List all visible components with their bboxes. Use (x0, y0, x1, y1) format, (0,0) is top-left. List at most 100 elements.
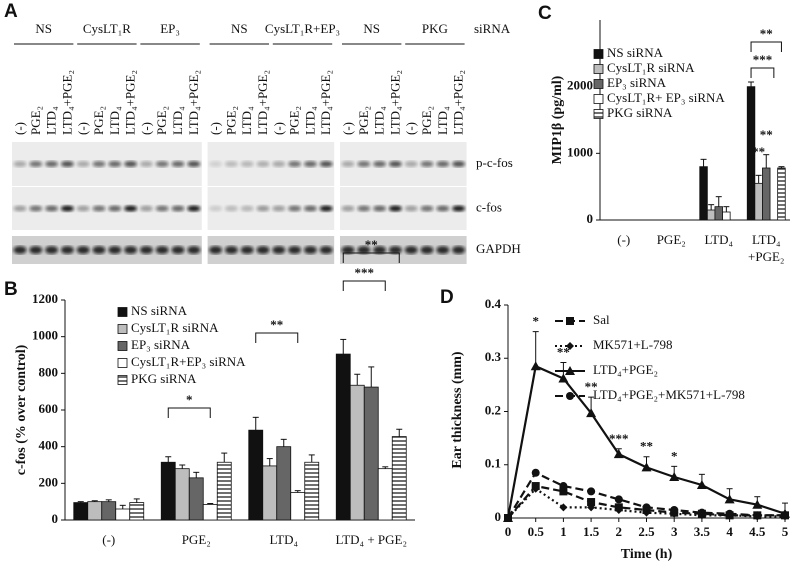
lane-label: (-) (138, 122, 153, 135)
legend-swatch (593, 49, 604, 59)
band (60, 205, 74, 212)
bar (202, 504, 218, 521)
lane-label: PGE₂ (154, 106, 169, 135)
band (272, 246, 286, 254)
lane-label: (-) (75, 122, 90, 135)
y-tick-label: 1000 (567, 144, 593, 159)
x-axis-label: Time (h) (621, 547, 673, 562)
error-bar (280, 438, 287, 447)
band (45, 205, 59, 212)
legend-label: PKG siRNA (607, 105, 673, 120)
legend-label: CysLT₁R+EP₃ siRNA (131, 354, 246, 369)
significance-label: *** (609, 431, 629, 446)
band (13, 161, 27, 167)
band (319, 161, 333, 167)
legend-label: EP₃ siRNA (607, 75, 667, 90)
band (357, 161, 371, 167)
band (124, 246, 138, 254)
y-tick-label: 1000 (32, 328, 58, 343)
legend-label: MK571+L-798 (593, 337, 673, 352)
band (13, 205, 27, 212)
bar (87, 501, 103, 521)
band (240, 161, 254, 167)
band (76, 205, 90, 212)
band (155, 161, 169, 167)
band (256, 205, 270, 212)
lane-label: LTD₄+PGE₂ (186, 70, 201, 135)
error-bar (708, 204, 715, 210)
x-tick-label: PGE₂ (657, 232, 686, 247)
row-label: c-fos (476, 199, 502, 214)
error-bar (308, 454, 315, 463)
legend-label: PKG siRNA (131, 371, 197, 386)
band (452, 161, 466, 167)
bar (276, 446, 292, 521)
band (288, 161, 302, 167)
y-tick-label: 0.4 (485, 296, 502, 311)
band (187, 246, 201, 254)
band (124, 205, 138, 212)
lane-label: LTD₄+PGE₂ (451, 70, 466, 135)
bar (174, 468, 190, 521)
x-tick-label: 0.5 (528, 524, 545, 539)
x-tick-label: 1 (560, 524, 567, 539)
y-axis-label: c-fos (% over control) (14, 344, 29, 475)
legend-label: Sal (593, 312, 610, 327)
bar (101, 501, 117, 521)
legend-swatch (117, 341, 128, 351)
marker (587, 498, 596, 507)
marker (558, 373, 569, 383)
marker (559, 487, 568, 496)
y-tick-label: 400 (39, 438, 59, 453)
group-label: PKG (422, 21, 448, 36)
band (92, 161, 106, 167)
error-bar (77, 501, 84, 503)
row-label: p-c-fos (476, 155, 513, 170)
group-label: CysLT₁R (83, 21, 131, 36)
legend-label: CysLT₁R+ EP₃ siRNA (607, 90, 725, 105)
band (404, 205, 418, 212)
band (76, 246, 90, 254)
bar (349, 384, 365, 521)
band (171, 205, 185, 212)
bar (248, 429, 264, 521)
marker (724, 494, 735, 504)
band (29, 246, 43, 254)
band (13, 246, 27, 254)
group-suffix: siRNA (474, 21, 511, 36)
lane-label: LTD₄+PGE₂ (318, 70, 333, 135)
bar (706, 209, 716, 221)
band (319, 246, 333, 254)
lane-label: PGE₂ (356, 106, 371, 135)
band (256, 246, 270, 254)
y-tick-label: 1200 (32, 291, 58, 306)
band (303, 161, 317, 167)
marker (669, 471, 680, 481)
x-tick-label: LTD₄ (704, 232, 733, 247)
band (29, 161, 43, 167)
panel-label: B (4, 279, 18, 300)
error-bar (193, 471, 200, 478)
band (240, 205, 254, 212)
lane-label: PGE₂ (28, 106, 43, 135)
x-tick-label: 4.5 (749, 524, 766, 539)
x-tick-label: 0 (505, 524, 512, 539)
significance-bracket (750, 41, 782, 52)
marker (587, 503, 596, 512)
significance-bracket (255, 332, 299, 343)
lane-label: PGE₂ (419, 106, 434, 135)
lane-label: LTD₄ (44, 106, 59, 135)
legend-swatch (117, 375, 128, 385)
x-tick-label: 5 (782, 524, 789, 539)
band (108, 161, 122, 167)
significance-bracket (342, 280, 386, 291)
group-label: EP₃ (160, 21, 180, 36)
bar (777, 167, 786, 221)
band (60, 246, 74, 254)
legend-label: NS siRNA (131, 303, 188, 318)
marker (531, 484, 540, 493)
marker (566, 392, 574, 400)
band (388, 205, 402, 212)
error-bar (723, 206, 730, 212)
